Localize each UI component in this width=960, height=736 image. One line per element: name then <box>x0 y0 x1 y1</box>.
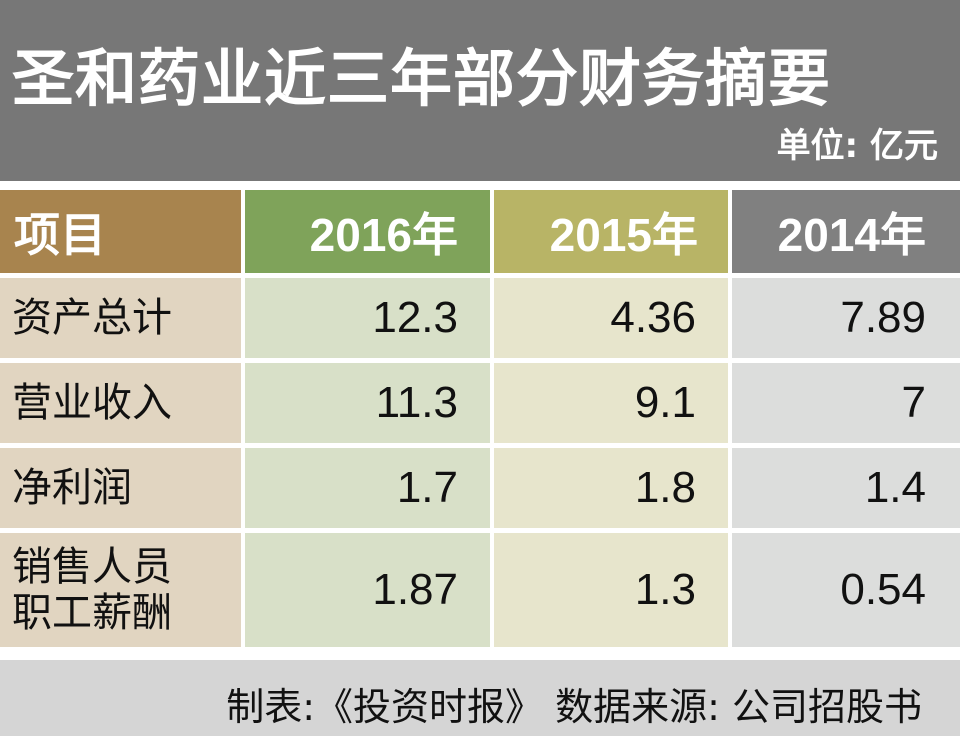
value: 4.36 <box>610 293 696 342</box>
row-label: 净利润 <box>0 448 241 528</box>
row-label-line: 销售人员 <box>12 544 172 590</box>
value: 1.3 <box>634 565 696 614</box>
value: 7 <box>901 378 926 427</box>
value: 7.89 <box>840 293 926 342</box>
row-label: 销售人员 职工薪酬 <box>0 533 241 647</box>
value: 9.1 <box>634 378 696 427</box>
cell-2014: 0.54 <box>732 533 960 647</box>
cell-2016: 12.3 <box>245 278 490 358</box>
cell-2015: 1.3 <box>494 533 728 647</box>
unit-label: 单位: 亿元 <box>776 126 938 166</box>
value: 0.54 <box>840 565 926 614</box>
cell-2016: 11.3 <box>245 363 490 443</box>
value: 11.3 <box>375 378 458 427</box>
row-label-line: 职工薪酬 <box>12 590 172 636</box>
column-header-2014: 2014年 <box>732 190 960 273</box>
cell-2015: 4.36 <box>494 278 728 358</box>
cell-2015: 1.8 <box>494 448 728 528</box>
footer-bar: 制表:《投资时报》 数据来源: 公司招股书 <box>0 660 960 736</box>
column-header-2015: 2015年 <box>494 190 728 273</box>
cell-2014: 7.89 <box>732 278 960 358</box>
value: 1.8 <box>634 463 696 512</box>
cell-2014: 7 <box>732 363 960 443</box>
source-note: 制表:《投资时报》 数据来源: 公司招股书 <box>226 685 922 729</box>
page-title: 圣和药业近三年部分财务摘要 <box>12 42 832 115</box>
row-label: 资产总计 <box>0 278 241 358</box>
cell-2014: 1.4 <box>732 448 960 528</box>
column-header-2016: 2016年 <box>245 190 490 273</box>
value: 1.7 <box>396 463 458 512</box>
title-banner: 圣和药业近三年部分财务摘要 单位: 亿元 <box>0 0 960 181</box>
value: 1.4 <box>864 463 926 512</box>
value: 12.3 <box>372 293 458 342</box>
row-label: 营业收入 <box>0 363 241 443</box>
cell-2016: 1.87 <box>245 533 490 647</box>
value: 1.87 <box>372 565 458 614</box>
cell-2016: 1.7 <box>245 448 490 528</box>
column-header-item: 项目 <box>0 190 241 273</box>
cell-2015: 9.1 <box>494 363 728 443</box>
